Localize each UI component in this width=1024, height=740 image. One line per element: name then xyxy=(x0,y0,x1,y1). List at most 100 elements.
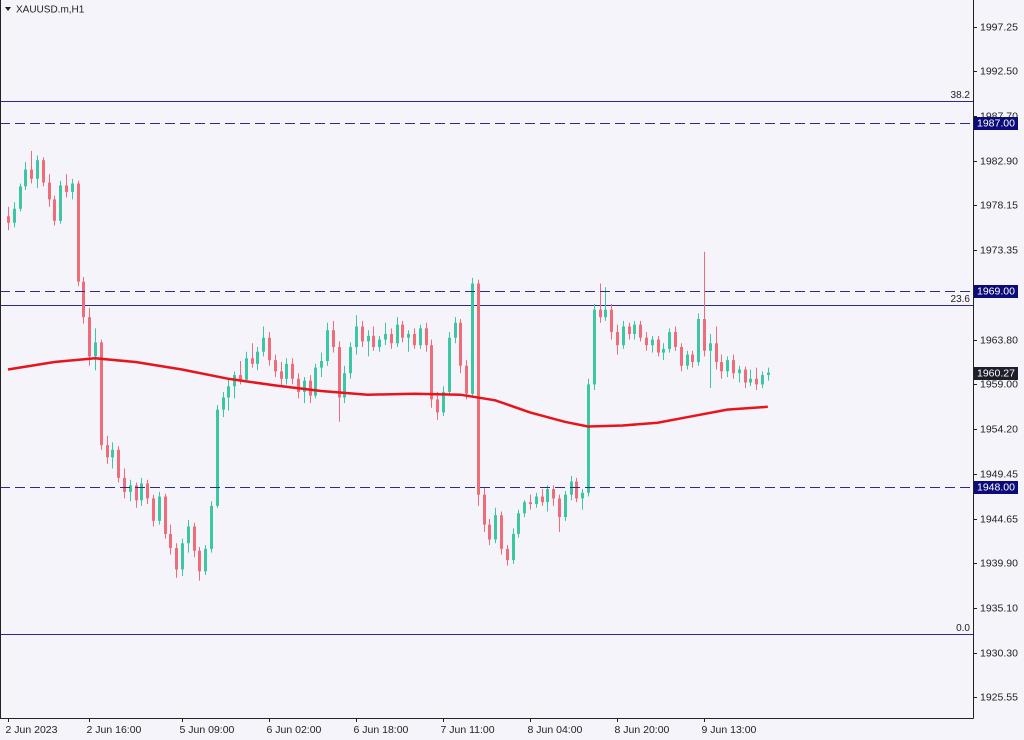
candle-body xyxy=(390,333,393,344)
candle-body xyxy=(210,505,213,549)
x-tick-label: 8 Jun 04:00 xyxy=(528,724,583,736)
candle-body xyxy=(674,332,677,348)
candle-body xyxy=(396,324,399,344)
x-tick-label: 2 Jun 16:00 xyxy=(87,724,142,736)
candle-body xyxy=(123,477,126,492)
candle-body xyxy=(483,494,486,525)
candle-body xyxy=(546,489,549,503)
moving-average xyxy=(7,357,768,428)
fib-label: 0.0 xyxy=(956,623,970,634)
candle-body xyxy=(715,343,718,362)
candle-body xyxy=(465,365,468,394)
candle-body xyxy=(430,345,433,400)
candle-body xyxy=(657,339,660,353)
candle-body xyxy=(610,309,613,333)
candle-body xyxy=(291,363,294,379)
candle-body xyxy=(135,485,138,501)
price-label: 1969.00 xyxy=(977,285,1015,297)
candle-body xyxy=(744,369,747,383)
candle-body xyxy=(407,333,410,338)
candle-body xyxy=(622,326,625,346)
candle-body xyxy=(100,342,103,446)
candle-body xyxy=(204,548,207,572)
candle-body xyxy=(581,492,584,499)
menu-icon[interactable] xyxy=(5,7,11,11)
candle-body xyxy=(767,372,770,376)
candle-body xyxy=(343,373,346,398)
y-tick-label: 1939.90 xyxy=(980,557,1018,569)
candle-body xyxy=(738,369,741,374)
y-tick-label: 1992.50 xyxy=(980,65,1018,77)
candle-body xyxy=(628,326,631,334)
candle-body xyxy=(53,199,56,221)
candle-body xyxy=(256,351,259,364)
candle-body xyxy=(686,354,689,366)
candle-body xyxy=(268,337,271,361)
candle-body xyxy=(587,384,590,493)
fib-label: 23.6 xyxy=(951,294,971,305)
candle-body xyxy=(633,324,636,334)
candle-body xyxy=(164,496,167,534)
candle-body xyxy=(500,515,503,549)
candle-body xyxy=(245,358,248,380)
candle-body xyxy=(77,183,80,282)
candle-body xyxy=(697,319,700,362)
candle-body xyxy=(42,160,45,183)
candle-body xyxy=(71,183,74,192)
candle-body xyxy=(384,333,387,340)
candle-body xyxy=(720,361,723,372)
candle-body xyxy=(494,515,497,540)
candle-body xyxy=(169,533,172,548)
candle-body xyxy=(152,498,155,521)
y-tick-label: 1973.35 xyxy=(980,244,1018,256)
candle-body xyxy=(111,449,114,458)
candle-body xyxy=(285,363,288,379)
candle-body xyxy=(662,348,665,353)
candle-body xyxy=(239,375,242,380)
chart-title: XAUUSD.m,H1 xyxy=(16,5,85,16)
candle-body xyxy=(749,378,752,383)
candle-body xyxy=(146,483,149,499)
y-tick-label: 1944.65 xyxy=(980,513,1018,525)
y-tick-label: 1935.10 xyxy=(980,602,1018,614)
candle-body xyxy=(314,367,317,396)
candle-body xyxy=(755,378,758,385)
candle-body xyxy=(303,380,306,392)
candle-body xyxy=(309,380,312,396)
current-price-label: 1960.27 xyxy=(977,367,1015,379)
candle-body xyxy=(19,186,22,209)
candle-body xyxy=(338,347,341,398)
candle-body xyxy=(106,445,109,458)
candle-body xyxy=(732,360,735,374)
candle-body xyxy=(65,185,68,192)
x-tick-label: 2 Jun 2023 xyxy=(6,724,58,736)
candle-body xyxy=(506,548,509,561)
candle-body xyxy=(703,319,706,351)
candle-body xyxy=(599,309,602,318)
candle-body xyxy=(222,397,225,410)
candle-body xyxy=(512,533,515,561)
candle-body xyxy=(158,496,161,521)
x-tick-label: 9 Jun 13:00 xyxy=(702,724,757,736)
candle-body xyxy=(564,494,567,518)
x-tick-label: 8 Jun 20:00 xyxy=(615,724,670,736)
candle-body xyxy=(181,543,184,570)
candle-body xyxy=(297,378,300,392)
candle-body xyxy=(604,309,607,318)
candle-body xyxy=(616,332,619,346)
candle-body xyxy=(82,281,85,318)
candle-body xyxy=(227,386,230,398)
candle-body xyxy=(36,160,39,179)
y-tick-label: 1954.20 xyxy=(980,423,1018,435)
candle-body xyxy=(349,347,352,374)
candle-body xyxy=(326,330,329,362)
fib-label: 38.2 xyxy=(951,90,971,101)
candle-body xyxy=(639,324,642,338)
candle-body xyxy=(552,489,555,499)
candle-body xyxy=(454,322,457,338)
candle-body xyxy=(378,339,381,348)
price-label-box xyxy=(974,117,1018,130)
candle-body xyxy=(59,185,62,221)
candle-body xyxy=(436,399,439,413)
